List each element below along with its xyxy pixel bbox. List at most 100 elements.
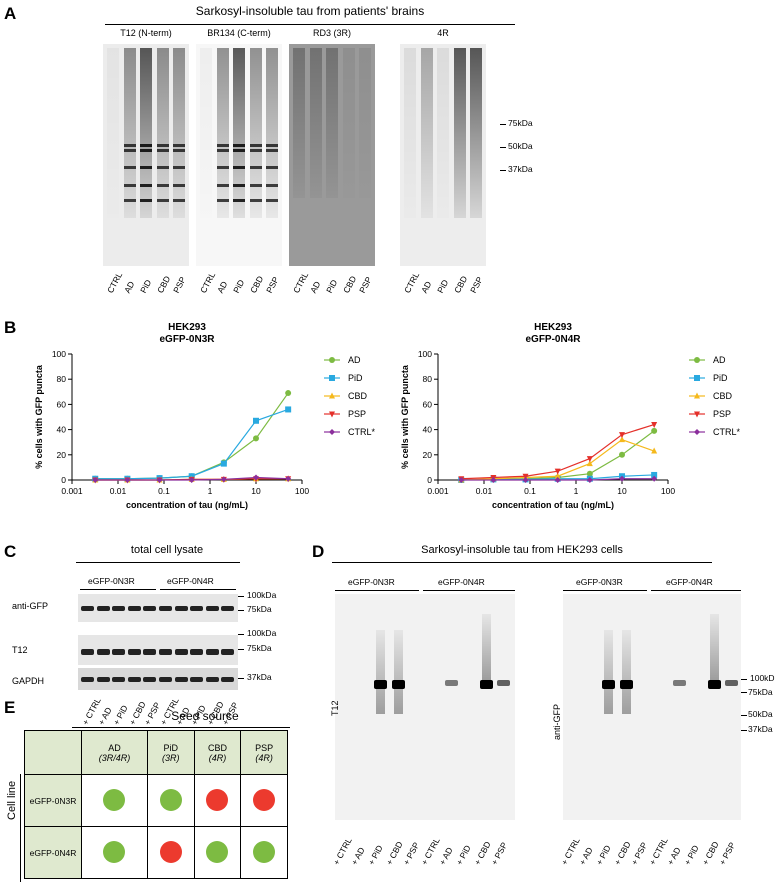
x-tick-label: 100	[661, 486, 675, 496]
band	[127, 606, 141, 611]
band	[140, 199, 152, 202]
band	[156, 144, 169, 147]
y-tick-label: 0	[61, 475, 66, 485]
y-tick-label: 40	[423, 425, 433, 435]
mw-tick	[741, 692, 747, 693]
blot-label: T12	[330, 700, 340, 716]
data-point	[522, 473, 529, 480]
smear	[216, 48, 229, 218]
smear	[342, 48, 355, 198]
band	[112, 649, 126, 655]
smear	[293, 48, 305, 198]
result-cell	[193, 826, 242, 879]
y-tick-label: 60	[57, 399, 67, 409]
smear	[470, 48, 482, 218]
group-rule	[335, 590, 419, 591]
result-dot	[103, 840, 126, 863]
lane-label: + AD	[348, 845, 367, 867]
data-point	[490, 477, 497, 483]
band	[173, 149, 185, 152]
legend-label: CBD	[348, 391, 368, 401]
lane-label: PSP	[171, 274, 188, 295]
lane-label: PiD	[138, 277, 154, 295]
result-cell	[146, 826, 195, 879]
result-dot	[103, 788, 126, 811]
band	[140, 166, 152, 169]
blot-membrane	[400, 44, 486, 266]
x-tick-label: 0.001	[427, 486, 449, 496]
group-label: eGFP-0N3R	[576, 577, 623, 587]
lane-label: + AD	[436, 845, 455, 867]
group-rule	[80, 589, 156, 590]
data-point	[253, 474, 259, 481]
band	[123, 166, 136, 169]
column-name: CBD	[207, 742, 227, 753]
x-axis-label: concentration of tau (ng/mL)	[126, 500, 248, 510]
mw-label: 100kDa	[750, 673, 775, 683]
x-tick-label: 100	[295, 486, 309, 496]
band	[266, 166, 278, 169]
legend-marker	[329, 429, 335, 435]
column-sub: (3R/4R)	[98, 752, 131, 763]
group-label: eGFP-0N4R	[666, 577, 713, 587]
mw-tick	[238, 678, 244, 679]
blot-title: 4R	[437, 28, 449, 38]
panel-d-rule	[332, 562, 712, 563]
band	[81, 677, 94, 682]
data-point	[619, 475, 625, 482]
lane-label: CBD	[340, 274, 358, 295]
band	[190, 649, 204, 655]
panel-a-header: Sarkosyl-insoluble tau from patients' br…	[195, 4, 425, 18]
band	[602, 680, 616, 689]
legend-marker	[694, 357, 700, 363]
panel-c-letter: C	[4, 542, 17, 561]
blot-title: RD3 (3R)	[312, 28, 351, 38]
mw-tick	[500, 147, 506, 148]
band	[96, 649, 110, 655]
panel-c-rule	[76, 562, 240, 563]
smear	[140, 48, 152, 218]
lane-label: + PiD	[682, 843, 701, 867]
band	[205, 677, 219, 682]
result-dot	[253, 840, 276, 863]
y-axis-label: % cells with GFP puncta	[400, 364, 410, 469]
legend-marker	[694, 392, 700, 399]
smear	[309, 48, 322, 198]
result-cell	[81, 826, 148, 879]
mw-label: 75kDa	[247, 604, 272, 614]
smear	[200, 48, 212, 218]
blot-title: BR134 (C-term)	[207, 28, 271, 38]
band	[374, 680, 388, 689]
legend-marker	[694, 429, 700, 435]
data-point	[156, 477, 163, 483]
panel-d-header: Sarkosyl-insoluble tau from HEK293 cells	[421, 544, 623, 556]
band	[173, 184, 185, 187]
lane-label: PSP	[264, 274, 281, 295]
group-label: eGFP-0N4R	[167, 576, 214, 586]
column-sub: (3R)	[162, 752, 180, 763]
y-tick-label: 20	[57, 450, 67, 460]
data-point	[586, 470, 593, 477]
series-line-ad	[95, 392, 289, 480]
legend-label: CTRL*	[348, 427, 376, 437]
result-cell	[146, 774, 195, 827]
mw-tick	[238, 634, 244, 635]
row-header: eGFP-0N3R	[24, 774, 82, 827]
result-dot	[159, 840, 182, 863]
lane-label: PSP	[468, 274, 485, 295]
smear	[420, 48, 433, 218]
band	[143, 606, 157, 611]
group-rule	[423, 590, 515, 591]
blot-label: anti-GFP	[552, 703, 562, 740]
band	[156, 184, 169, 187]
column-header: CBD (4R)	[193, 730, 242, 775]
band	[216, 166, 229, 169]
smear	[453, 48, 466, 218]
band	[173, 199, 185, 202]
y-tick-label: 80	[423, 374, 433, 384]
table-row: eGFP-0N4R	[24, 826, 288, 879]
column-sub: (4R)	[255, 752, 273, 763]
band	[233, 144, 245, 147]
lane-label: AD	[214, 279, 229, 295]
lane-label: CBD	[451, 274, 469, 295]
